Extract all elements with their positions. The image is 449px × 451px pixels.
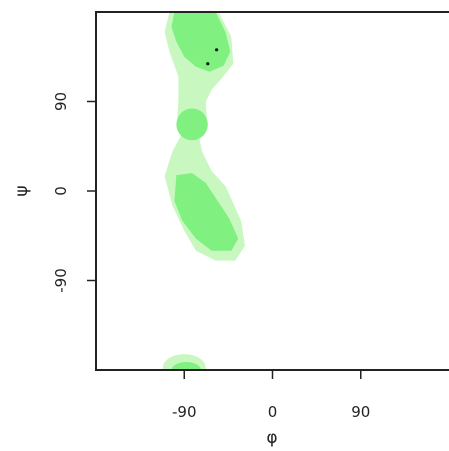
- y-axis-ticks: -90 0 90: [52, 92, 96, 293]
- data-point-1: [206, 62, 210, 66]
- region-favored-3: [176, 108, 208, 141]
- x-tick-label-2: 90: [351, 403, 370, 421]
- data-points: [206, 48, 219, 66]
- region-favored-5: [171, 362, 201, 370]
- y-tick-label-1: 0: [52, 186, 70, 196]
- y-tick-label-2: 90: [52, 92, 70, 111]
- region-favored-2: [171, 12, 231, 72]
- plot-frame: [95, 11, 449, 371]
- x-tick-label-0: -90: [172, 403, 197, 421]
- region-favored-4: [174, 173, 239, 251]
- x-tick-label-1: 0: [268, 403, 278, 421]
- y-tick-label-0: -90: [52, 268, 70, 293]
- x-axis-ticks: -90 0 90: [172, 370, 370, 421]
- x-axis-label: φ: [266, 428, 277, 448]
- data-point-0: [215, 48, 219, 52]
- contour-regions: [162, 12, 245, 370]
- y-axis-label: ψ: [12, 185, 32, 196]
